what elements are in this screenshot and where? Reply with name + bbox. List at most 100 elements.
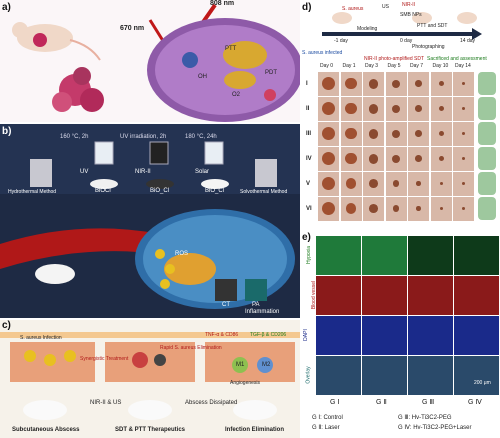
catalyst3-label: BiO_Cl: [205, 188, 225, 194]
nir-label: NIR-II: [402, 2, 416, 8]
wound-spot: [345, 203, 357, 215]
aureus-label: S. aureus: [342, 6, 364, 12]
wound-spot: [322, 127, 335, 141]
wound-photo: [363, 172, 384, 196]
wound-photo: [318, 197, 339, 221]
step2-label: UV irradiation, 2h: [120, 134, 167, 140]
wound-photo: [453, 122, 474, 146]
modeling-label: Modeling: [357, 26, 378, 32]
wound-photo: [363, 97, 384, 121]
infected-label: S. aureus infected: [302, 50, 343, 56]
panel-b-illustration: [0, 124, 300, 309]
row-label: IV: [306, 156, 312, 162]
solvothermal-label: Solvothermal Method: [240, 189, 288, 195]
panel-c: c) S. aureus Infection Synergistic Treat…: [0, 320, 300, 438]
abscess-label: Subcutaneous Abscess: [12, 427, 80, 433]
wound-spot: [322, 102, 335, 116]
infection-label: S. aureus Infection: [20, 335, 62, 341]
wound-trace-map: [477, 147, 496, 170]
wound-photo: [430, 97, 452, 121]
t-0: 0 day: [400, 38, 413, 44]
wound-spot: [392, 180, 400, 188]
wound-spot: [438, 106, 444, 112]
wound-spot: [322, 202, 335, 216]
therapeutics-label: SDT & PTT Therapeutics: [115, 427, 186, 433]
fluorescence-image: [454, 276, 499, 315]
wound-spot: [322, 152, 335, 166]
wound-spot: [345, 78, 357, 90]
tgf-label: TGF-β & CD206: [250, 332, 287, 338]
wound-trace-map: [477, 122, 496, 145]
wound-spot: [461, 157, 466, 161]
ptt-sdt-label: PTT and SDT: [417, 23, 448, 29]
sacrificed-label: Sacrificed and assessment: [427, 56, 487, 62]
wound-spot: [322, 177, 335, 191]
wound-spot: [438, 81, 444, 87]
step3-label: 180 °C, 24h: [185, 134, 217, 140]
rapid-elimination-label: Rapid S. aureus Elimination: [160, 345, 222, 351]
wound-spot: [462, 207, 465, 211]
nir-808-label: 808 nm: [210, 0, 235, 7]
wound-photo: [385, 172, 407, 196]
wound-photo: [385, 122, 407, 146]
nir-670-label: 670 nm: [120, 25, 145, 32]
wound-spot: [345, 178, 357, 190]
wound-photo: [318, 97, 339, 121]
legend-3: G Ⅲ: Hv-Ti3C2-PEG: [398, 415, 452, 421]
panel-a-label: a): [2, 2, 11, 13]
t-minus1: -1 day: [334, 38, 348, 44]
wound-photo: [453, 197, 474, 221]
wound-spot: [391, 104, 401, 113]
fluorescence-image: [362, 356, 407, 395]
wound-photo: [318, 147, 339, 171]
wound-photo: [408, 197, 429, 221]
nir-us-label: NIR-II & US: [90, 400, 122, 406]
fluorescence-image: [316, 316, 361, 355]
wound-spot: [345, 128, 357, 140]
wound-photo: [430, 147, 452, 171]
group-label: G Ⅰ: [330, 399, 340, 406]
o2-label: O2: [232, 92, 241, 98]
group-label: G Ⅳ: [468, 399, 482, 406]
wound-spot: [415, 155, 422, 163]
wound-spot: [391, 129, 401, 138]
oh-label: OH: [198, 74, 207, 80]
wound-spot: [368, 78, 379, 89]
m2-label: M2: [262, 362, 271, 368]
row-label: I: [306, 81, 308, 87]
wound-spot: [416, 181, 421, 187]
panel-b-label: b): [2, 126, 12, 137]
row-label: VI: [306, 206, 312, 212]
ptt-label: PTT: [225, 46, 237, 52]
wound-photo: [340, 197, 362, 221]
legend-2: G Ⅱ: Laser: [312, 425, 340, 431]
synergistic-label: Synergistic Treatment: [80, 356, 129, 362]
fluorescence-image: [454, 236, 499, 275]
group-label: G Ⅱ: [376, 399, 387, 406]
panel-e: e) Hypoxia Blood vessel DAPI Overlay 200 μm…: [302, 232, 500, 438]
stain-row-label: DAPI: [302, 329, 309, 341]
wound-photo: [340, 147, 362, 171]
panel-b: b) 160 °C, 2h UV irradiation, 2h 180 °C,…: [0, 124, 300, 318]
t-14: 14 day: [460, 38, 476, 44]
wound-photo: [363, 72, 384, 96]
fluorescence-image: [454, 316, 499, 355]
wound-trace-map: [477, 72, 496, 95]
inflammation-label: Inflammation: [245, 309, 280, 315]
pa-label: PA: [252, 302, 260, 308]
wound-photo: [453, 97, 474, 121]
wound-spot: [369, 204, 378, 214]
wound-spot: [368, 103, 379, 114]
wound-photo: [363, 197, 384, 221]
wound-spot: [345, 153, 357, 165]
wound-spot: [392, 205, 400, 213]
wound-spot: [322, 77, 335, 91]
wound-spot: [369, 179, 378, 189]
panel-c-illustration: [0, 332, 300, 420]
wound-photo: [408, 122, 429, 146]
panel-d-label: d): [302, 2, 312, 13]
wound-photo: [385, 97, 407, 121]
wound-photo: [363, 147, 384, 171]
catalyst1-label: BiOCl: [95, 188, 111, 194]
wound-spot: [462, 182, 465, 186]
